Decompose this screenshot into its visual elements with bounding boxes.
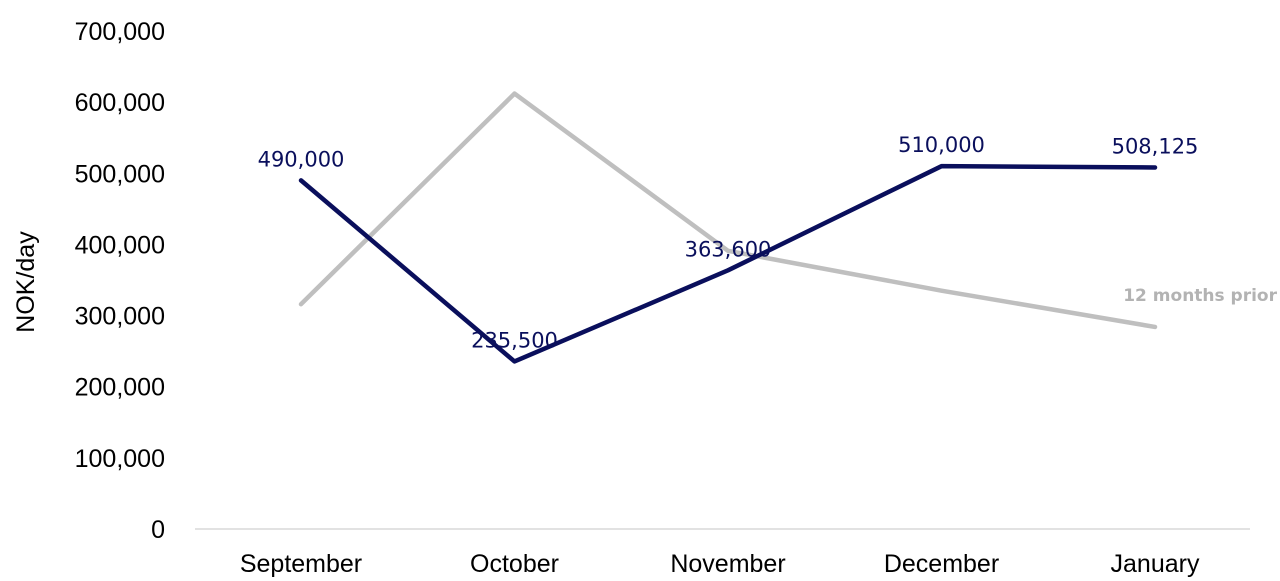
data-labels: 490,000 235,500 363,600 510,000 508,125 12 mo… bbox=[258, 133, 1278, 352]
y-tick-label: 100,000 bbox=[75, 445, 165, 473]
x-tick-label: December bbox=[884, 550, 999, 578]
y-tick-label: 0 bbox=[151, 516, 165, 544]
series-name-label: 12 months prior bbox=[1123, 286, 1277, 306]
y-axis-ticks: 0 100,000 200,000 300,000 400,000 500,000 600,… bbox=[75, 18, 165, 544]
data-label: 235,500 bbox=[471, 328, 558, 352]
y-tick-label: 400,000 bbox=[75, 231, 165, 259]
y-tick-label: 200,000 bbox=[75, 374, 165, 402]
series-line-12-months-prior bbox=[298, 91, 1158, 330]
x-tick-label: January bbox=[1111, 550, 1200, 578]
x-tick-label: October bbox=[470, 550, 559, 578]
y-axis-title: NOK/day bbox=[12, 231, 40, 333]
series-layer bbox=[298, 91, 1158, 364]
data-label: 363,600 bbox=[685, 237, 772, 261]
x-axis-ticks: September October November December January bbox=[240, 550, 1200, 578]
x-tick-label: September bbox=[240, 550, 362, 578]
y-tick-label: 500,000 bbox=[75, 160, 165, 188]
y-tick-label: 700,000 bbox=[75, 18, 165, 46]
y-tick-label: 300,000 bbox=[75, 303, 165, 331]
data-label: 508,125 bbox=[1112, 135, 1199, 159]
x-tick-label: November bbox=[670, 550, 785, 578]
data-label: 510,000 bbox=[898, 133, 985, 157]
y-tick-label: 600,000 bbox=[75, 89, 165, 117]
data-label: 490,000 bbox=[258, 147, 345, 171]
series-line-current bbox=[298, 163, 1158, 364]
